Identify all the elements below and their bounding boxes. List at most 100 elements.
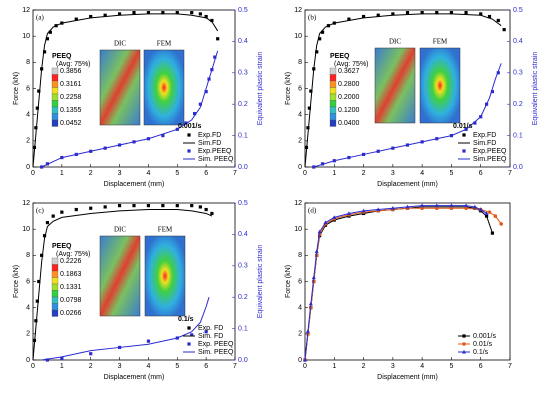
series-line [41, 297, 210, 361]
series-line [304, 13, 502, 168]
y-tick-label: 10 [294, 33, 302, 40]
x-tick-label: 6 [204, 363, 208, 370]
x-tick-label: 7 [233, 363, 237, 370]
y-axis-label: Force (kN) [13, 72, 20, 105]
y-tick-label: 0 [26, 164, 30, 171]
marker [161, 134, 165, 138]
x-tick-label: 6 [479, 363, 483, 370]
marker [502, 28, 506, 32]
marker [449, 203, 454, 208]
x-tick-label: 4 [146, 363, 150, 370]
x-tick-label: 5 [449, 170, 453, 177]
marker [462, 133, 466, 137]
rate-annotation: 0.01/s [453, 123, 473, 130]
y2-tick-label: 0.5 [513, 7, 523, 14]
contour-level: 0.2800 [338, 81, 360, 88]
marker [190, 11, 194, 15]
contour-swatch [51, 309, 59, 317]
y-tick-label: 6 [26, 278, 30, 285]
marker [420, 206, 424, 211]
marker [347, 17, 351, 21]
marker [484, 211, 489, 215]
marker [45, 37, 50, 41]
x-tick-label: 2 [362, 363, 366, 370]
x-tick-label: 6 [204, 170, 208, 177]
contour-level: 0.1863 [60, 271, 82, 278]
marker [89, 352, 93, 356]
marker [45, 221, 50, 225]
x-tick-label: 3 [118, 170, 122, 177]
marker [117, 204, 122, 208]
marker [193, 112, 197, 116]
contour-swatch [51, 80, 59, 88]
y-axis-label: Force (kN) [285, 265, 292, 298]
marker [320, 30, 325, 34]
contour-swatch [329, 93, 337, 101]
contour-subtitle: (Avg: 75%) [56, 251, 91, 258]
legend-label: Sim. PEEQ [198, 156, 234, 163]
marker [314, 249, 319, 253]
x-tick-label: 3 [118, 363, 122, 370]
legend-label: Sim.FD [473, 140, 496, 147]
marker [361, 14, 366, 19]
x-tick-label: 5 [175, 363, 179, 370]
marker [462, 349, 466, 354]
contour-swatch [329, 87, 337, 95]
panel-label: (d) [308, 207, 317, 215]
marker [420, 203, 425, 208]
x-tick-label: 0 [303, 363, 307, 370]
contour-swatch [51, 74, 59, 82]
fem-image [419, 47, 461, 124]
marker [103, 205, 107, 209]
x-tick-label: 0 [31, 363, 35, 370]
panel-label: (b) [308, 14, 317, 22]
marker [496, 71, 500, 75]
x-tick-label: 0 [303, 170, 307, 177]
y-tick-label: 6 [298, 278, 302, 285]
marker [74, 207, 78, 212]
marker [472, 204, 477, 209]
marker [42, 50, 47, 54]
image-label: DIC [389, 38, 401, 46]
x-tick-label: 4 [420, 170, 424, 177]
marker [478, 207, 483, 212]
x-tick-label: 4 [420, 363, 424, 370]
marker [175, 204, 179, 208]
legend-label: Sim. FD [198, 333, 223, 340]
contour-level: 0.2226 [60, 258, 82, 265]
marker [405, 11, 410, 15]
dic-image [99, 235, 141, 317]
marker [318, 37, 322, 41]
y2-axis-label: Equivalent plastic strain [532, 52, 539, 126]
marker [187, 133, 191, 137]
y-tick-label: 12 [22, 200, 30, 207]
x-tick-label: 3 [391, 363, 395, 370]
contour-swatch [329, 100, 337, 108]
contour-level: 0.1331 [60, 284, 82, 291]
legend-label: Exp.PEEQ [473, 148, 507, 155]
marker [117, 12, 122, 16]
marker [132, 11, 136, 15]
dic-image [374, 47, 416, 124]
marker [190, 333, 194, 337]
marker [462, 342, 466, 346]
y2-axis-label: Equivalent plastic strain [257, 245, 264, 319]
x-tick-label: 7 [508, 363, 512, 370]
marker [305, 329, 310, 333]
y2-tick-label: 0.3 [238, 263, 248, 270]
y2-tick-label: 0.2 [238, 101, 248, 108]
marker [204, 14, 208, 19]
image-label: FEM [157, 40, 172, 48]
panel-label: (c) [36, 207, 44, 215]
marker [496, 18, 500, 23]
contour-swatch [51, 106, 59, 114]
contour-swatch [51, 119, 59, 127]
y2-tick-label: 0.4 [513, 38, 523, 45]
x-tick-label: 2 [89, 363, 93, 370]
marker [37, 279, 41, 284]
contour-level: 0.0452 [60, 120, 82, 127]
marker [89, 14, 93, 19]
marker [376, 13, 380, 17]
marker [449, 11, 454, 15]
